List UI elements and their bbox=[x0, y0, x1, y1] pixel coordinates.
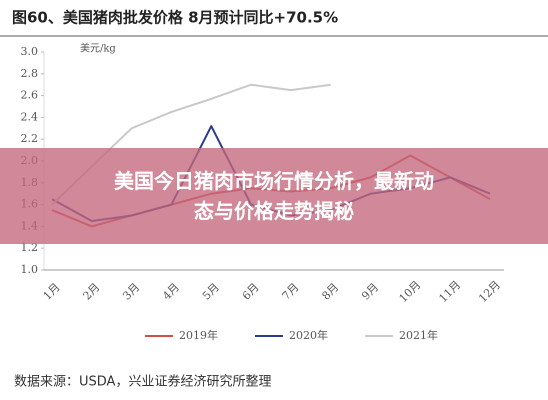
y-tick-label: 1.0 bbox=[21, 263, 39, 276]
y-tick-label: 1.2 bbox=[21, 241, 39, 254]
x-tick-label: 4月 bbox=[160, 281, 182, 303]
x-tick-label: 2月 bbox=[81, 281, 103, 303]
chart-title: 图60、美国猪肉批发价格 8月预计同比+70.5% bbox=[12, 9, 338, 27]
x-tick-label: 7月 bbox=[280, 281, 302, 303]
overlay-banner bbox=[0, 148, 548, 244]
y-tick-label: 2.2 bbox=[21, 132, 39, 145]
x-tick-label: 12月 bbox=[476, 278, 503, 305]
y-tick-label: 3.0 bbox=[21, 45, 39, 58]
y-tick-label: 2.6 bbox=[21, 89, 39, 102]
x-tick-label: 5月 bbox=[200, 281, 222, 303]
legend-label: 2020年 bbox=[289, 328, 328, 342]
x-tick-label: 9月 bbox=[359, 281, 381, 303]
x-tick-label: 3月 bbox=[120, 281, 142, 303]
y-tick-label: 2.4 bbox=[21, 110, 39, 123]
source: 数据来源：USDA，兴业证券经济研究所整理 bbox=[14, 374, 271, 390]
overlay-title: 美国今日猪肉市场行情分析，最新动态与价格走势揭秘 bbox=[114, 169, 434, 223]
legend-label: 2021年 bbox=[399, 328, 438, 342]
x-tick-label: 11月 bbox=[436, 278, 463, 305]
x-tick-label: 1月 bbox=[41, 281, 63, 303]
x-tick-label: 10月 bbox=[397, 278, 424, 305]
legend-label: 2019年 bbox=[179, 328, 218, 342]
y-tick-label: 2.8 bbox=[21, 67, 39, 80]
y-unit: 美元/kg bbox=[80, 42, 116, 55]
x-tick-label: 6月 bbox=[240, 281, 262, 303]
x-tick-label: 8月 bbox=[319, 281, 341, 303]
